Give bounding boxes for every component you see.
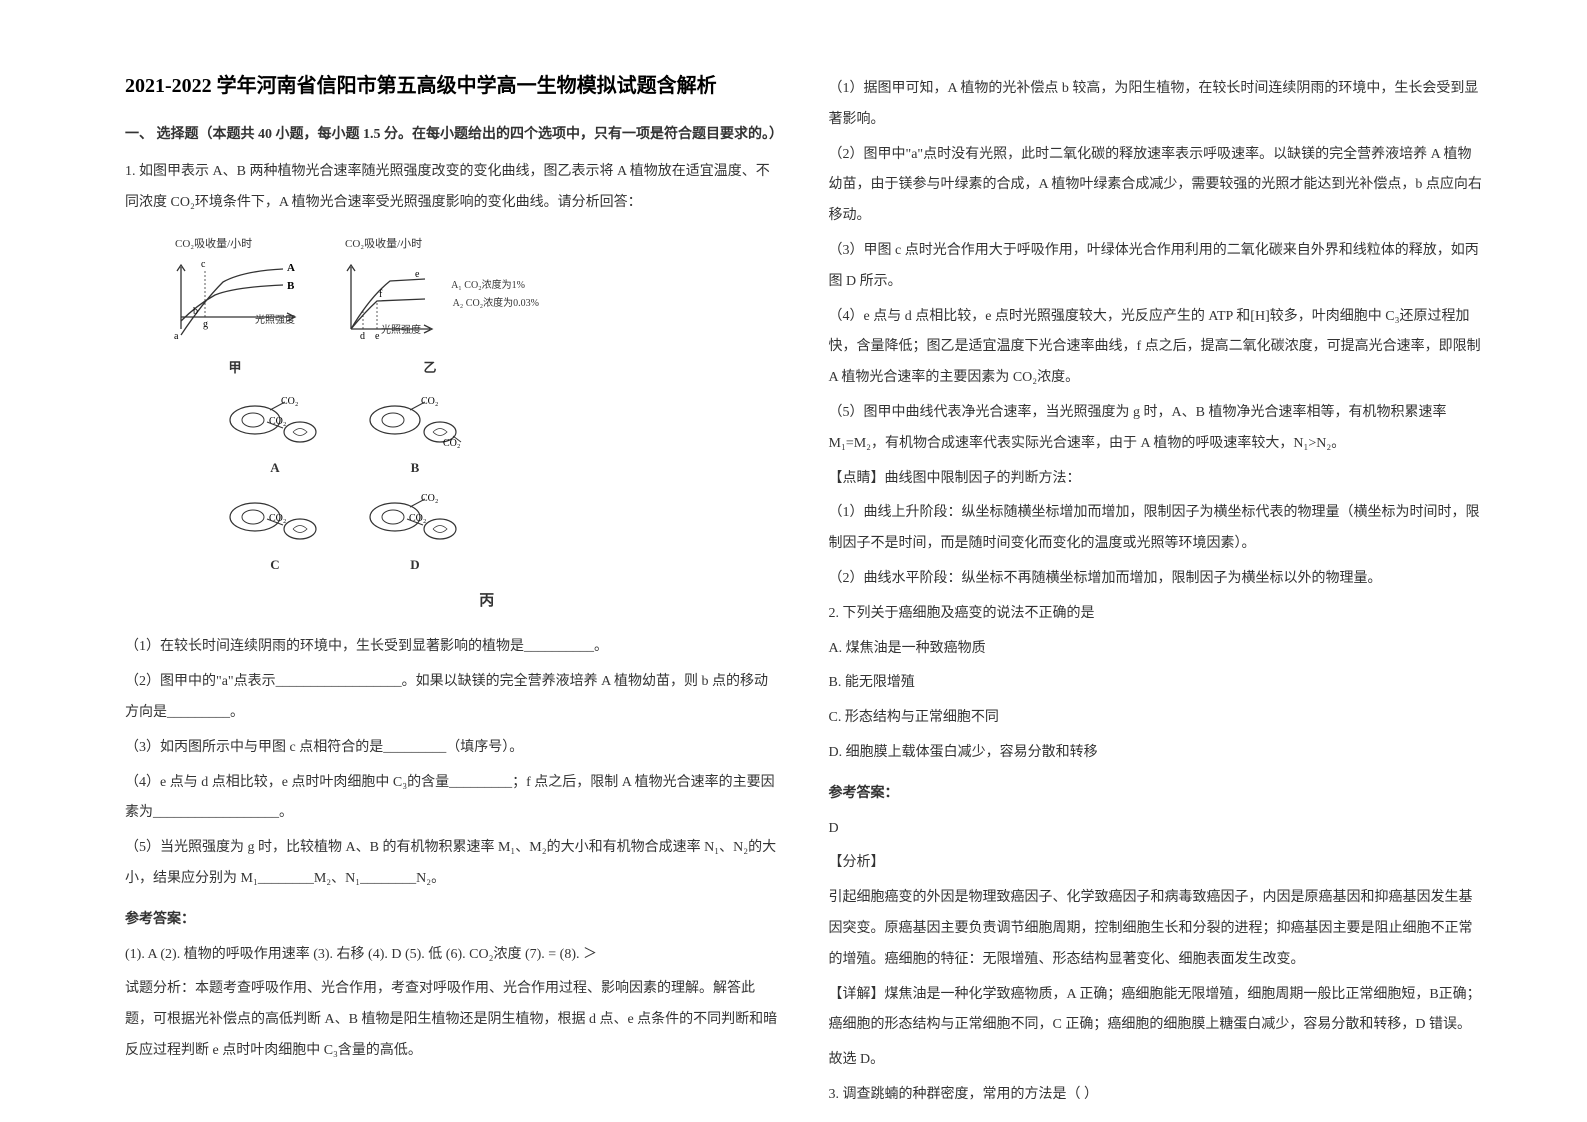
graph2-line2: A₂ CO₂浓度为0.03% bbox=[453, 293, 539, 315]
q2-optB: B. 能无限增殖 bbox=[829, 668, 1483, 699]
svg-text:d: d bbox=[360, 331, 365, 342]
svg-text:CO₂: CO₂ bbox=[409, 513, 426, 524]
svg-text:b: b bbox=[193, 306, 198, 317]
q2-optC: C. 形态结构与正常细胞不同 bbox=[829, 703, 1483, 734]
q2-conclusion: 故选 D。 bbox=[829, 1045, 1483, 1076]
q1-sub4: （4）e 点与 d 点相比较，e 点时叶肉细胞中 C₃的含量_________；… bbox=[125, 768, 779, 830]
cell-D: CO₂ CO₂ D bbox=[365, 489, 465, 580]
r4: （4）e 点与 d 点相比较，e 点时光照强度较大，光反应产生的 ATP 和[H… bbox=[829, 302, 1483, 394]
r3: （3）甲图 c 点时光合作用大于呼吸作用，叶绿体光合作用利用的二氧化碳来自外界和… bbox=[829, 236, 1483, 298]
q2-analysis1: 引起细胞癌变的外因是物理致癌因子、化学致癌因子和病毒致癌因子，内因是原癌基因和抑… bbox=[829, 883, 1483, 975]
r5: （5）图甲中曲线代表净光合速率，当光照强度为 g 时，A、B 植物净光合速率相等… bbox=[829, 398, 1483, 460]
graph-group-1: CO₂吸收量/小时 A B a b c bbox=[165, 232, 779, 618]
q1-sub5: （5）当光照强度为 g 时，比较植物 A、B 的有机物积累速率 M₁、M₂的大小… bbox=[125, 833, 779, 895]
tip-header: 【点睛】曲线图中限制因子的判断方法： bbox=[829, 464, 1483, 495]
svg-text:c: c bbox=[201, 259, 206, 270]
svg-text:CO₂: CO₂ bbox=[269, 513, 286, 524]
svg-text:CO₂: CO₂ bbox=[281, 396, 298, 407]
graph-yi: CO₂吸收量/小时 d e f e bbox=[335, 232, 525, 382]
graph1-svg: A B a b c g bbox=[165, 257, 305, 347]
cell-A: CO₂ CO₂ A bbox=[225, 392, 325, 483]
svg-text:g: g bbox=[203, 319, 208, 330]
svg-text:A: A bbox=[287, 262, 295, 274]
left-column: 2021-2022 学年河南省信阳市第五高级中学高一生物模拟试题含解析 一、 选… bbox=[100, 70, 804, 1082]
graph1-ylabel: CO₂吸收量/小时 bbox=[175, 232, 305, 256]
svg-text:f: f bbox=[379, 289, 383, 300]
graph-jia: CO₂吸收量/小时 A B a b c bbox=[165, 232, 305, 382]
svg-text:e: e bbox=[375, 331, 380, 342]
q2-optA: A. 煤焦油是一种致癌物质 bbox=[829, 634, 1483, 665]
cell-A-label: A bbox=[225, 454, 325, 483]
svg-text:CO₂: CO₂ bbox=[421, 493, 438, 504]
graph2-name: 乙 bbox=[335, 354, 525, 383]
cell-B-label: B bbox=[365, 454, 465, 483]
r1: （1）据图甲可知，A 植物的光补偿点 b 较高，为阳生植物，在较长时间连续阴雨的… bbox=[829, 74, 1483, 136]
q1-answer: (1). A (2). 植物的呼吸作用速率 (3). 右移 (4). D (5)… bbox=[125, 940, 779, 971]
exam-title: 2021-2022 学年河南省信阳市第五高级中学高一生物模拟试题含解析 bbox=[125, 70, 779, 102]
graph1-xlabel: 光照强度 bbox=[255, 310, 295, 332]
svg-text:e: e bbox=[415, 269, 420, 280]
graph2-ylabel: CO₂吸收量/小时 bbox=[345, 232, 525, 256]
cell-B: CO₂ CO₂ B bbox=[365, 392, 465, 483]
cell-diagram-block: CO₂ CO₂ A CO₂ CO₂ bbox=[225, 392, 779, 618]
q3-stem: 3. 调查跳蝻的种群密度，常用的方法是（ ） bbox=[829, 1080, 1483, 1111]
svg-text:B: B bbox=[287, 280, 295, 292]
q2-analysis-header: 【分析】 bbox=[829, 848, 1483, 879]
q2-detail: 【详解】煤焦油是一种化学致癌物质，A 正确；癌细胞能无限增殖，细胞周期一般比正常… bbox=[829, 980, 1483, 1042]
q2-answer: D bbox=[829, 814, 1483, 845]
r2: （2）图甲中"a"点时没有光照，此时二氧化碳的释放速率表示呼吸速率。以缺镁的完全… bbox=[829, 140, 1483, 232]
q1-analysis: 试题分析：本题考查呼吸作用、光合作用，考查对呼吸作用、光合作用过程、影响因素的理… bbox=[125, 974, 779, 1066]
section-header: 一、 选择题（本题共 40 小题，每小题 1.5 分。在每小题给出的四个选项中，… bbox=[125, 120, 779, 151]
q2-stem: 2. 下列关于癌细胞及癌变的说法不正确的是 bbox=[829, 599, 1483, 630]
graph2-xlabel: 光照强度 bbox=[381, 320, 421, 342]
tip2: （2）曲线水平阶段：纵坐标不再随横坐标增加而增加，限制因子为横坐标以外的物理量。 bbox=[829, 564, 1483, 595]
tip1: （1）曲线上升阶段：纵坐标随横坐标增加而增加，限制因子为横坐标代表的物理量（横坐… bbox=[829, 498, 1483, 560]
cell-C-label: C bbox=[225, 551, 325, 580]
cell-C: CO₂ C bbox=[225, 489, 325, 580]
right-column: （1）据图甲可知，A 植物的光补偿点 b 较高，为阳生植物，在较长时间连续阴雨的… bbox=[804, 70, 1508, 1082]
svg-text:a: a bbox=[174, 331, 179, 342]
q2-optD: D. 细胞膜上载体蛋白减少，容易分散和转移 bbox=[829, 738, 1483, 769]
q1-sub3: （3）如丙图所示中与甲图 c 点相符合的是_________（填序号）。 bbox=[125, 733, 779, 764]
svg-text:CO₂: CO₂ bbox=[269, 416, 286, 427]
q2-answer-header: 参考答案： bbox=[829, 779, 1483, 810]
q1-answer-header: 参考答案： bbox=[125, 905, 779, 936]
cell-D-label: D bbox=[365, 551, 465, 580]
q1-stem: 1. 如图甲表示 A、B 两种植物光合速率随光照强度改变的变化曲线，图乙表示将 … bbox=[125, 157, 779, 219]
q1-sub1: （1）在较长时间连续阴雨的环境中，生长受到显著影响的植物是__________。 bbox=[125, 632, 779, 663]
svg-text:CO₂: CO₂ bbox=[421, 396, 438, 407]
graph1-name: 甲 bbox=[165, 354, 305, 383]
cell-diagram-name: 丙 bbox=[195, 585, 779, 618]
q1-sub2: （2）图甲中的"a"点表示__________________。如果以缺镁的完全… bbox=[125, 667, 779, 729]
